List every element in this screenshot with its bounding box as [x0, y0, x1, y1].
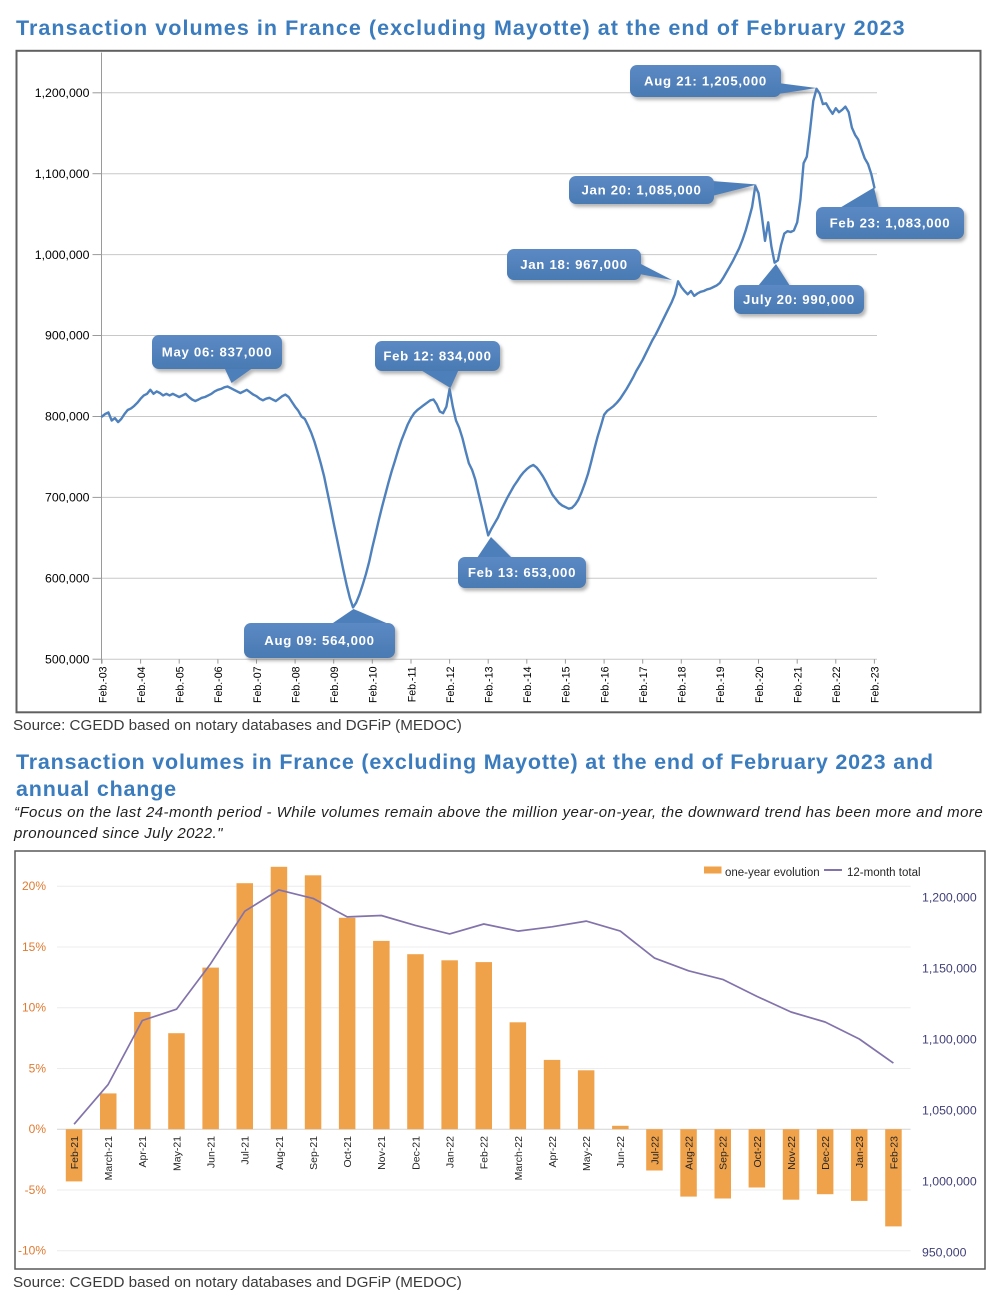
svg-text:Oct-21: Oct-21 — [342, 1136, 354, 1168]
svg-text:July 20: 990,000: July 20: 990,000 — [743, 292, 855, 307]
svg-text:Jan 18: 967,000: Jan 18: 967,000 — [520, 257, 628, 272]
svg-text:800,000: 800,000 — [45, 410, 90, 424]
svg-text:12-month total: 12-month total — [847, 867, 921, 879]
svg-text:700,000: 700,000 — [45, 491, 90, 505]
svg-text:Feb.-19: Feb.-19 — [715, 666, 727, 703]
svg-text:Apr-21: Apr-21 — [137, 1136, 149, 1168]
svg-text:Oct-22: Oct-22 — [752, 1136, 764, 1168]
svg-text:Feb-21: Feb-21 — [69, 1136, 81, 1169]
svg-text:900,000: 900,000 — [45, 329, 90, 343]
svg-text:15%: 15% — [22, 940, 46, 954]
svg-text:Feb.-13: Feb.-13 — [484, 666, 496, 703]
svg-text:Feb.-22: Feb.-22 — [831, 666, 843, 703]
svg-text:1,050,000: 1,050,000 — [922, 1103, 977, 1117]
svg-text:1,200,000: 1,200,000 — [35, 86, 90, 100]
svg-text:1,000,000: 1,000,000 — [35, 248, 90, 262]
svg-text:600,000: 600,000 — [45, 572, 90, 586]
svg-text:950,000: 950,000 — [922, 1245, 967, 1259]
svg-text:Feb.-16: Feb.-16 — [599, 666, 611, 703]
svg-text:Feb.-07: Feb.-07 — [252, 666, 264, 703]
svg-text:0%: 0% — [29, 1122, 47, 1136]
svg-text:Jan-23: Jan-23 — [854, 1136, 866, 1168]
svg-text:Feb.-06: Feb.-06 — [213, 666, 225, 703]
svg-text:10%: 10% — [22, 1001, 46, 1015]
svg-text:20%: 20% — [22, 879, 46, 893]
svg-text:Feb 13: 653,000: Feb 13: 653,000 — [468, 565, 576, 580]
svg-text:Sep-21: Sep-21 — [308, 1136, 320, 1170]
svg-text:5%: 5% — [29, 1062, 47, 1076]
svg-text:May-22: May-22 — [581, 1136, 593, 1171]
svg-text:Feb.-10: Feb.-10 — [368, 666, 380, 703]
svg-text:Feb-23: Feb-23 — [888, 1136, 900, 1169]
svg-text:May 06: 837,000: May 06: 837,000 — [162, 345, 273, 360]
svg-text:Feb.-15: Feb.-15 — [561, 666, 573, 703]
svg-text:Feb.-18: Feb.-18 — [677, 666, 689, 703]
svg-text:1,150,000: 1,150,000 — [922, 961, 977, 975]
svg-text:one-year evolution: one-year evolution — [725, 867, 820, 879]
svg-text:March-21: March-21 — [103, 1136, 115, 1181]
svg-text:Feb.-23: Feb.-23 — [870, 666, 882, 703]
svg-text:Jul-22: Jul-22 — [649, 1136, 661, 1165]
svg-text:Jun-21: Jun-21 — [206, 1136, 218, 1168]
svg-text:Feb.-21: Feb.-21 — [793, 666, 805, 703]
svg-text:Feb 12: 834,000: Feb 12: 834,000 — [383, 349, 491, 364]
svg-text:Feb.-09: Feb.-09 — [329, 666, 341, 703]
svg-text:Jul-21: Jul-21 — [240, 1136, 252, 1165]
svg-text:Aug 21: 1,205,000: Aug 21: 1,205,000 — [644, 74, 767, 89]
svg-text:Jan-22: Jan-22 — [445, 1136, 457, 1168]
svg-text:Feb.-05: Feb.-05 — [175, 666, 187, 703]
svg-text:Nov-22: Nov-22 — [786, 1136, 798, 1170]
svg-text:Apr-22: Apr-22 — [547, 1136, 559, 1168]
svg-text:Jun-22: Jun-22 — [615, 1136, 627, 1168]
svg-text:Feb.-17: Feb.-17 — [638, 666, 650, 703]
svg-text:Jan 20: 1,085,000: Jan 20: 1,085,000 — [581, 183, 701, 198]
svg-text:Feb.-04: Feb.-04 — [136, 666, 148, 703]
svg-text:Aug 09: 564,000: Aug 09: 564,000 — [264, 633, 375, 648]
svg-text:Aug-22: Aug-22 — [684, 1136, 696, 1170]
svg-text:Dec-22: Dec-22 — [820, 1136, 832, 1170]
svg-text:500,000: 500,000 — [45, 652, 90, 666]
svg-text:1,100,000: 1,100,000 — [922, 1032, 977, 1046]
svg-text:-10%: -10% — [18, 1244, 46, 1258]
svg-text:Sep-22: Sep-22 — [718, 1136, 730, 1170]
svg-text:May-21: May-21 — [171, 1136, 183, 1171]
svg-text:Feb-22: Feb-22 — [479, 1136, 491, 1169]
svg-text:Feb.-11: Feb.-11 — [406, 666, 418, 702]
svg-text:-5%: -5% — [25, 1183, 47, 1197]
svg-text:Feb.-14: Feb.-14 — [522, 666, 534, 703]
svg-text:Aug-21: Aug-21 — [274, 1136, 286, 1170]
svg-text:Feb.-03: Feb.-03 — [97, 666, 109, 703]
svg-text:Feb.-08: Feb.-08 — [290, 666, 302, 703]
svg-text:Nov-21: Nov-21 — [376, 1136, 388, 1170]
svg-text:Feb 23: 1,083,000: Feb 23: 1,083,000 — [830, 216, 951, 231]
svg-text:Feb.-12: Feb.-12 — [445, 666, 457, 703]
svg-text:Feb.-20: Feb.-20 — [754, 666, 766, 703]
svg-text:1,200,000: 1,200,000 — [922, 890, 977, 904]
svg-text:1,100,000: 1,100,000 — [35, 167, 90, 181]
svg-text:Dec-21: Dec-21 — [410, 1136, 422, 1170]
svg-text:1,000,000: 1,000,000 — [922, 1174, 977, 1188]
svg-text:March-22: March-22 — [513, 1136, 525, 1181]
